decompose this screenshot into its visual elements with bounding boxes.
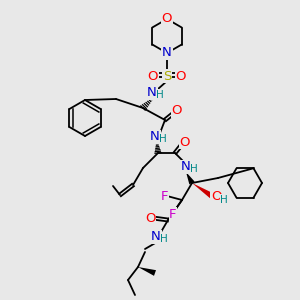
Text: O: O [148,70,158,83]
Text: N: N [150,130,160,143]
Text: H: H [159,134,167,144]
Text: O: O [172,104,182,118]
Text: F: F [169,208,177,220]
Text: N: N [151,230,161,244]
Text: H: H [160,234,168,244]
Text: O: O [211,190,221,203]
Text: N: N [181,160,191,173]
Text: O: O [145,212,155,224]
Text: H: H [156,90,164,100]
Polygon shape [186,172,195,184]
Text: O: O [176,70,186,83]
Text: H: H [220,195,228,205]
Text: O: O [180,136,190,148]
Text: N: N [147,86,157,100]
Text: N: N [162,46,172,59]
Polygon shape [138,267,156,276]
Text: O: O [162,13,172,26]
Text: H: H [190,164,198,174]
Text: F: F [161,190,169,202]
Polygon shape [192,183,214,199]
Text: S: S [163,70,171,83]
